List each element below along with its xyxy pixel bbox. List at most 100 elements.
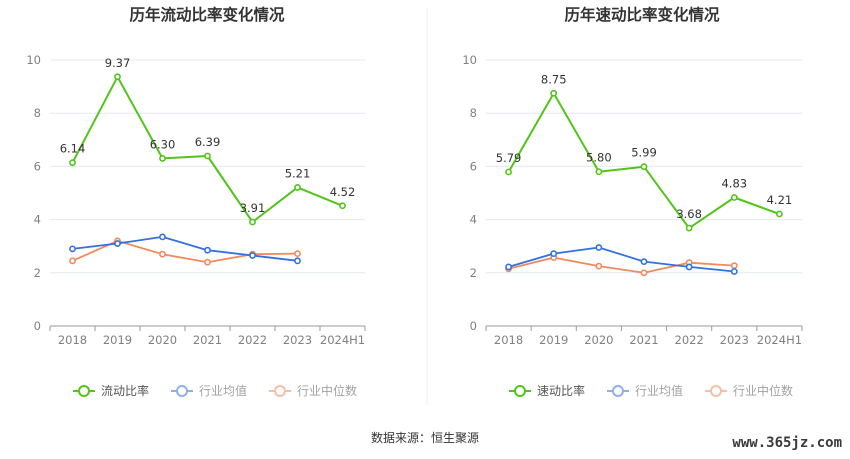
legend-label: 行业中位数	[297, 383, 357, 398]
y-tick-label: 6	[470, 159, 477, 173]
data-source-note: 数据来源：恒生聚源	[371, 430, 479, 445]
x-tick-label: 2022	[238, 333, 267, 347]
x-tick-label: 2018	[494, 333, 523, 347]
data-point	[505, 263, 512, 271]
x-tick-label: 2021	[193, 333, 222, 347]
y-tick-label: 10	[462, 53, 477, 67]
x-tick-label: 2019	[103, 333, 132, 347]
chart-quick-ratio: 历年速动比率变化情况 0 2 4 6 8 10 2018 2019 2020 2021 2022 202…	[462, 5, 803, 398]
legend-item: 行业中位数	[705, 383, 793, 398]
data-point	[640, 258, 648, 266]
y-tick-label: 6	[34, 159, 41, 173]
legend-label: 流动比率	[101, 383, 149, 398]
data-label: 5.80	[586, 151, 612, 165]
data-label: 3.91	[240, 201, 266, 215]
data-label: 8.75	[541, 72, 567, 86]
data-point	[294, 250, 301, 258]
data-label: 5.79	[496, 151, 522, 165]
data-point	[505, 168, 512, 176]
data-point	[204, 246, 211, 254]
watermark-text: www.365jz.com	[732, 435, 842, 451]
x-tick-label: 2020	[148, 333, 177, 347]
legend-label: 行业均值	[199, 383, 247, 398]
y-tick-label: 4	[34, 213, 41, 227]
data-point	[249, 252, 256, 259]
data-point	[685, 263, 693, 271]
data-point	[550, 250, 558, 258]
data-point	[595, 168, 603, 176]
legend-swatch-marker	[274, 385, 286, 397]
data-point	[294, 257, 301, 265]
data-point	[685, 224, 693, 232]
data-point	[730, 262, 738, 270]
data-point	[159, 250, 166, 258]
data-label: 6.14	[60, 142, 86, 156]
data-label: 9.37	[105, 56, 131, 70]
y-tick-label: 4	[470, 213, 477, 227]
data-point	[204, 258, 211, 266]
series-line	[508, 246, 735, 273]
x-tick-label: 2020	[584, 333, 613, 347]
data-label: 3.68	[676, 207, 702, 221]
legend-item: 行业均值	[171, 383, 247, 398]
data-label: 4.83	[721, 177, 747, 191]
series-line	[71, 75, 343, 223]
y-tick-label: 8	[470, 106, 477, 120]
data-point	[339, 202, 346, 210]
data-label: 4.52	[330, 185, 356, 199]
chart-title: 历年速动比率变化情况	[564, 5, 720, 24]
legend-label: 行业均值	[635, 383, 683, 398]
x-tick-label: 2018	[58, 333, 87, 347]
x-tick-label: 2024H1	[757, 333, 802, 347]
data-point	[294, 184, 301, 191]
x-tick-label: 2023	[283, 333, 312, 347]
data-point	[114, 240, 121, 247]
legend-swatch-marker	[176, 385, 188, 397]
data-point	[159, 155, 166, 162]
chart-current-ratio: 历年流动比率变化情况 0 2 4 6 8 10 2018 2019 2020 2021 2022 202…	[26, 5, 366, 398]
y-tick-label: 0	[470, 319, 477, 333]
data-point	[595, 262, 603, 270]
data-point	[69, 257, 76, 265]
data-label: 5.21	[285, 166, 311, 180]
data-label: 5.99	[631, 146, 657, 160]
data-point	[640, 163, 648, 171]
x-tick-label: 2022	[675, 333, 704, 347]
data-point	[776, 210, 783, 218]
data-point	[69, 159, 76, 167]
legend-swatch-marker	[710, 385, 722, 397]
series-line	[508, 256, 735, 274]
legend-swatch-marker	[78, 385, 90, 397]
data-point	[159, 233, 166, 241]
data-label: 6.39	[195, 135, 221, 149]
data-point	[69, 245, 76, 253]
data-label: 6.30	[150, 137, 176, 151]
data-label: 4.21	[767, 193, 793, 207]
x-tick-label: 2019	[539, 333, 568, 347]
x-tick-label: 2024H1	[320, 333, 365, 347]
y-tick-label: 8	[34, 106, 41, 120]
data-point	[595, 244, 603, 251]
x-tick-label: 2023	[720, 333, 749, 347]
legend-item: 速动比率	[509, 383, 585, 398]
series-line	[72, 235, 298, 262]
data-point	[550, 89, 558, 97]
x-tick-label: 2021	[629, 333, 658, 347]
legend-item: 行业均值	[607, 383, 683, 398]
legend-item: 流动比率	[73, 383, 149, 398]
legend-item: 行业中位数	[269, 383, 357, 398]
chart-title: 历年流动比率变化情况	[129, 5, 285, 24]
legend-swatch-marker	[612, 385, 624, 397]
y-tick-label: 2	[470, 266, 477, 280]
data-point	[730, 268, 738, 275]
data-point	[204, 152, 211, 160]
data-point	[640, 269, 648, 277]
data-point	[249, 218, 256, 226]
y-tick-label: 10	[26, 53, 41, 67]
y-tick-label: 2	[34, 266, 41, 280]
legend-label: 行业中位数	[733, 383, 793, 398]
legend-label: 速动比率	[537, 383, 585, 398]
legend-swatch-marker	[514, 385, 526, 397]
data-point	[730, 194, 738, 201]
